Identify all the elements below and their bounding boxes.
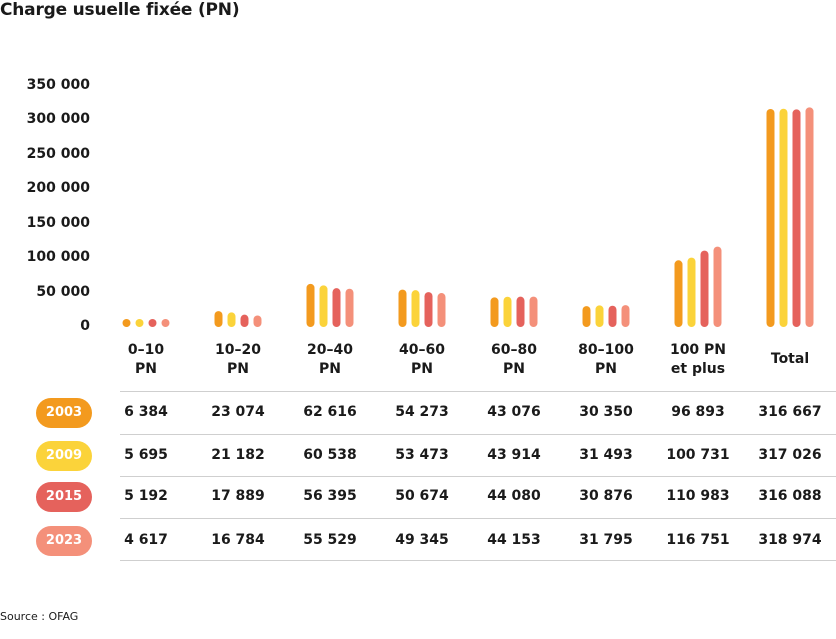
table-cell: 56 395 (303, 488, 357, 504)
bar-2009-6 (687, 257, 696, 327)
table-cell: 53 473 (395, 447, 449, 463)
table-divider (120, 434, 836, 435)
table-cell: 44 080 (487, 488, 541, 504)
bar-2009-1 (227, 312, 236, 327)
table-cell: 31 493 (579, 447, 633, 463)
table-cell: 44 153 (487, 532, 541, 548)
table-cell: 23 074 (211, 404, 265, 420)
category-label: 10–20 PN (215, 342, 261, 377)
bar-2015-2 (332, 288, 341, 327)
bar-2015-3 (424, 292, 433, 327)
table-divider (120, 391, 836, 392)
table-cell: 30 350 (579, 404, 633, 420)
bar-2015-6 (700, 250, 709, 327)
bar-2009-5 (595, 305, 604, 327)
table-cell: 316 088 (758, 488, 822, 504)
table-cell: 43 076 (487, 404, 541, 420)
bar-2003-6 (674, 260, 683, 327)
bar-2003-7 (766, 108, 775, 327)
table-cell: 4 617 (124, 532, 168, 548)
table-cell: 5 695 (124, 447, 168, 463)
y-tick-label: 350 000 (26, 77, 90, 93)
table-cell: 316 667 (758, 404, 822, 420)
table-cell: 49 345 (395, 532, 449, 548)
bar-2023-7 (805, 107, 814, 327)
bar-2023-0 (161, 319, 170, 327)
table-divider (120, 476, 836, 477)
legend-pill-2009: 2009 (36, 441, 92, 471)
bar-2009-4 (503, 296, 512, 327)
y-tick-label: 50 000 (36, 283, 90, 300)
legend-pill-2003: 2003 (36, 398, 92, 428)
bar-2023-4 (529, 296, 538, 327)
bar-2003-4 (490, 297, 499, 327)
table-cell: 5 192 (124, 488, 168, 504)
bar-2015-7 (792, 109, 801, 328)
table-cell: 16 784 (211, 532, 265, 548)
table-cell: 50 674 (395, 488, 449, 504)
bar-2023-5 (621, 305, 630, 327)
bar-2023-6 (713, 246, 722, 327)
bar-2009-0 (135, 319, 144, 327)
bar-2003-3 (398, 289, 407, 327)
bar-2003-5 (582, 306, 591, 327)
table-cell: 100 731 (666, 447, 730, 463)
category-label: 0–10 PN (127, 342, 165, 377)
table-divider (120, 560, 836, 561)
table-cell: 54 273 (395, 404, 449, 420)
table-cell: 317 026 (758, 447, 822, 463)
bar-2003-2 (306, 283, 315, 327)
category-label: 100 PN et plus (669, 342, 727, 377)
table-divider (120, 518, 836, 519)
bar-2009-3 (411, 290, 420, 327)
y-tick-label: 0 (80, 318, 90, 334)
source-note: Source : OFAG (0, 610, 79, 623)
bar-2009-7 (779, 108, 788, 327)
bar-2023-2 (345, 288, 354, 327)
legend-pill-2015: 2015 (36, 482, 92, 512)
y-tick-label: 150 000 (26, 214, 90, 231)
bar-2015-1 (240, 314, 249, 327)
y-tick-label: 250 000 (26, 145, 90, 162)
table-cell: 21 182 (211, 447, 265, 463)
table-cell: 116 751 (666, 532, 730, 548)
bar-2009-2 (319, 285, 328, 327)
y-tick-label: 200 000 (26, 180, 90, 197)
legend-pill-2023: 2023 (36, 526, 92, 556)
category-label: 60–80 PN (491, 342, 537, 377)
table-cell: 318 974 (758, 532, 822, 548)
table-cell: 55 529 (303, 532, 357, 548)
table-cell: 30 876 (579, 488, 633, 504)
category-label: 20–40 PN (307, 342, 353, 377)
category-label: 40–60 PN (399, 342, 445, 377)
table-cell: 31 795 (579, 532, 633, 548)
y-tick-label: 300 000 (26, 111, 90, 128)
bar-2003-0 (122, 319, 131, 327)
table-cell: 110 983 (666, 488, 730, 504)
category-label: Total (770, 351, 810, 367)
table-cell: 60 538 (303, 447, 357, 463)
table-cell: 43 914 (487, 447, 541, 463)
bar-2015-4 (516, 296, 525, 327)
bar-2023-3 (437, 293, 446, 327)
table-cell: 17 889 (211, 488, 265, 504)
bar-2015-0 (148, 319, 157, 327)
table-cell: 6 384 (124, 404, 168, 420)
table-cell: 96 893 (671, 404, 725, 420)
bar-chart (122, 107, 814, 328)
bar-2003-1 (214, 311, 223, 327)
bar-2023-1 (253, 315, 262, 327)
bar-2015-5 (608, 305, 617, 327)
table-cell: 62 616 (303, 404, 357, 420)
chart-title: Charge usuelle fixée (PN) (0, 0, 240, 20)
y-tick-label: 100 000 (26, 249, 90, 266)
category-label: 80–100 PN (578, 342, 634, 377)
